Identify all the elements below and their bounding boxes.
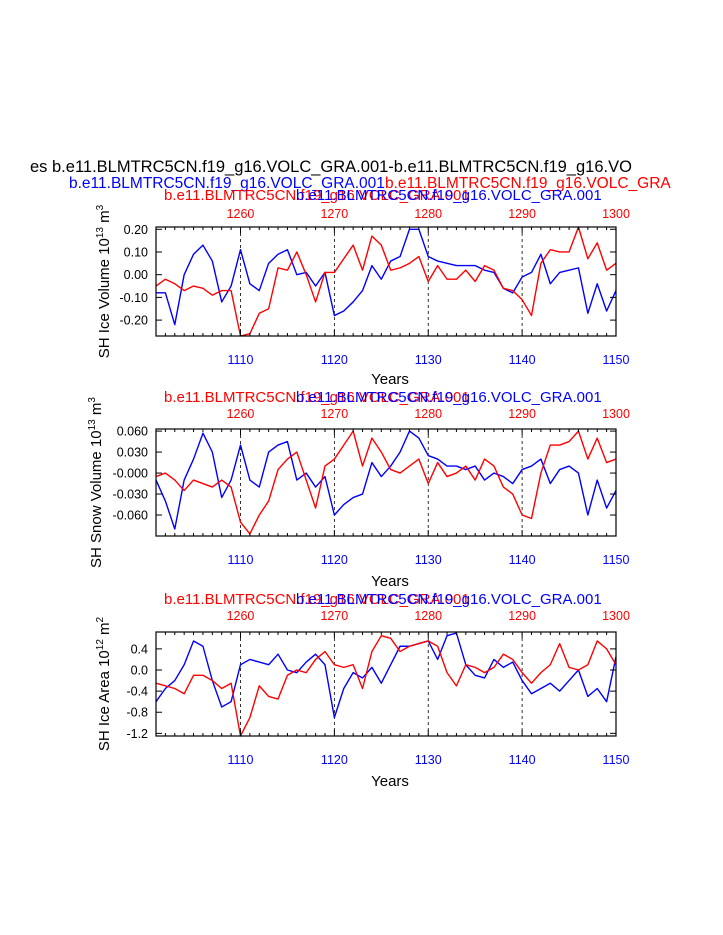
y-axis-label-ylabel-exp: 13 [95, 227, 106, 239]
x-tick-label-bottom: 1140 [509, 753, 536, 767]
x-tick-label-bottom: 1120 [321, 553, 348, 567]
x-tick-label-top: 1280 [414, 609, 442, 623]
panel-title-red: b.e11.BLMTRC5CN.f19_g16.VOLC_GRA.001 [164, 187, 470, 204]
series-line-blue [156, 228, 617, 326]
main-title: es b.e11.BLMTRC5CN.f19_g16.VOLC_GRA.001-… [30, 158, 632, 176]
header-red-title: b.e11.BLMTRC5CN.f19_g16.VOLC_GRA [385, 175, 671, 192]
y-axis-label-ylabel: SH Snow Volume 10 [88, 430, 105, 568]
panel-title-red: b.e11.BLMTRC5CN.f19_g16.VOLC_GRA.001 [164, 389, 470, 406]
series-line-blue [155, 430, 617, 530]
x-tick-label-top: 1270 [320, 609, 348, 623]
y-tick-label: -1.2 [126, 727, 148, 741]
y-axis-label-ylabel-exp: 13 [87, 419, 98, 431]
figure-header: es b.e11.BLMTRC5CN.f19_g16.VOLC_GRA.001-… [30, 158, 671, 192]
x-axis-label: Years [371, 773, 409, 790]
y-tick-label: -0.4 [126, 685, 148, 699]
y-axis-label-ylabel-unit: m [88, 403, 105, 420]
chart-panels: b.e11.BLMTRC5CN.f19_g16.VOLC_GRA.001b.e1… [87, 187, 630, 790]
x-tick-label-bottom: 1130 [415, 753, 442, 767]
series-line-red [155, 226, 617, 337]
x-tick-label-top: 1260 [227, 207, 255, 221]
x-tick-label-bottom: 1120 [321, 753, 348, 767]
y-tick-label: 0.030 [117, 446, 148, 460]
chart-panel-2: b.e11.BLMTRC5CN.f19_g16.VOLC_GRA.001b.e1… [87, 389, 630, 590]
y-tick-label: 0.060 [117, 425, 148, 439]
y-axis-label-ylabel-unit: m [96, 622, 113, 639]
x-tick-label-top: 1270 [320, 207, 348, 221]
x-axis-label: Years [371, 371, 409, 388]
x-tick-label-top: 1260 [227, 609, 255, 623]
y-axis-label-ylabel-unit-exp: 3 [95, 204, 106, 210]
y-tick-label: -0.20 [120, 314, 149, 328]
plot-frame [155, 631, 617, 737]
x-tick-label-top: 1290 [508, 407, 536, 421]
panel-title-blue: b.e11.BLMTRC5CN.f19_g16.VOLC_GRA.001 [296, 187, 602, 204]
x-tick-label-top: 1280 [414, 407, 442, 421]
y-axis-label-ylabel-unit: m [96, 210, 113, 227]
panel-title-blue: b.e11.BLMTRC5CN.f19_g16.VOLC_GRA.001 [296, 389, 602, 406]
x-tick-label-bottom: 1130 [415, 353, 442, 367]
y-axis-label-ylabel-exp: 12 [95, 639, 106, 651]
x-tick-label-top: 1290 [508, 207, 536, 221]
series-line-red [155, 635, 617, 737]
y-tick-label: 0.20 [124, 223, 148, 237]
y-tick-label: 0.0 [131, 664, 148, 678]
y-axis-label-ylabel-unit-exp: 2 [95, 616, 106, 622]
x-tick-label-top: 1300 [602, 407, 630, 421]
series-line-red [155, 430, 617, 535]
y-axis-label: SH Ice Volume 1013 m3 [95, 204, 113, 358]
y-tick-label: -0.000 [113, 467, 148, 481]
y-axis-label-ylabel-unit-exp: 3 [87, 397, 98, 403]
x-tick-label-top: 1300 [602, 207, 630, 221]
y-tick-label: 0.00 [124, 268, 148, 282]
x-tick-label-bottom: 1110 [228, 353, 254, 367]
x-axis-label: Years [371, 573, 409, 590]
y-axis-label-ylabel: SH Ice Area 10 [96, 650, 113, 751]
chart-panel-1: b.e11.BLMTRC5CN.f19_g16.VOLC_GRA.001b.e1… [95, 187, 630, 388]
y-tick-label: 0.10 [124, 245, 148, 259]
x-tick-label-bottom: 1130 [415, 553, 442, 567]
y-axis-label: SH Snow Volume 1013 m3 [87, 397, 105, 568]
x-tick-label-bottom: 1150 [603, 553, 630, 567]
x-tick-label-bottom: 1120 [321, 353, 348, 367]
x-tick-label-top: 1290 [508, 609, 536, 623]
panel-title-red: b.e11.BLMTRC5CN.f19_g16.VOLC_GRA.001 [164, 591, 470, 608]
x-tick-label-bottom: 1110 [228, 553, 254, 567]
x-tick-label-bottom: 1150 [603, 353, 630, 367]
y-tick-label: -0.030 [113, 488, 148, 502]
y-axis-label: SH Ice Area 1012 m2 [95, 616, 113, 751]
x-tick-label-top: 1260 [227, 407, 255, 421]
x-tick-label-bottom: 1140 [509, 553, 536, 567]
x-tick-label-top: 1270 [320, 407, 348, 421]
x-tick-label-top: 1300 [602, 609, 630, 623]
y-tick-label: 0.4 [131, 642, 148, 656]
y-tick-label: -0.060 [113, 509, 148, 523]
header-blue-title: b.e11.BLMTRC5CN.f19_g16.VOLC_GRA.001 [69, 175, 385, 192]
y-axis-label-ylabel: SH Ice Volume 10 [96, 238, 113, 358]
x-tick-label-bottom: 1140 [509, 353, 536, 367]
x-tick-label-bottom: 1110 [228, 753, 254, 767]
y-tick-label: -0.10 [120, 291, 149, 305]
plot-frame [155, 226, 617, 337]
series-line-blue [155, 632, 617, 719]
chart-panel-3: b.e11.BLMTRC5CN.f19_g16.VOLC_GRA.001b.e1… [95, 591, 630, 790]
plot-frame [155, 428, 617, 537]
panel-title-blue: b.e11.BLMTRC5CN.f19_g16.VOLC_GRA.001 [296, 591, 602, 608]
x-tick-label-top: 1280 [414, 207, 442, 221]
x-tick-label-bottom: 1150 [603, 753, 630, 767]
y-tick-label: -0.8 [126, 706, 148, 720]
